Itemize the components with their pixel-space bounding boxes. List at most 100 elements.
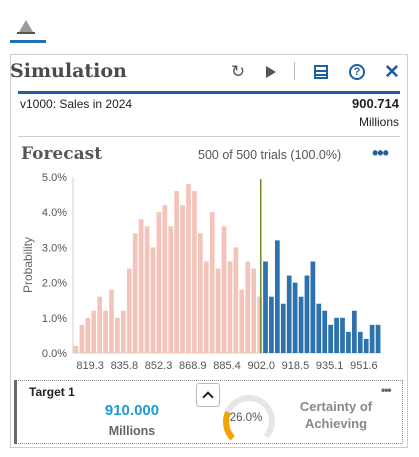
histogram-bar[interactable] [369,324,375,353]
histogram-bar[interactable] [91,310,97,353]
x-tick-label: 868.9 [179,360,207,372]
histogram-bar[interactable] [269,296,274,353]
histogram-bar[interactable] [197,233,203,353]
histogram-bar[interactable] [103,310,108,353]
histogram-bar[interactable] [340,317,345,353]
list-view-box [314,65,328,79]
target-unit: Millions [108,424,156,438]
forecast-histogram: 0.0% 1.0% 2.0% 3.0% 4.0% 5.0% 819.3 835.8 852.3 8… [21,172,381,372]
target-value[interactable]: 910.000 [104,402,160,419]
x-tick-label: 918.5 [282,360,310,372]
histogram-bar[interactable] [245,261,251,353]
histogram-bar[interactable] [351,310,357,353]
simulation-title: Simulation [10,60,127,82]
chart-triangle-base [17,32,35,34]
histogram-bar[interactable] [162,205,168,353]
histogram-bar[interactable] [304,275,310,353]
certainty-percent: 26.0% [229,412,263,424]
x-tick-label: 819.3 [76,360,104,372]
histogram-bar[interactable] [168,226,174,353]
certainty-gauge [223,395,275,441]
histogram-bar[interactable] [239,289,245,353]
header-divider [18,91,400,94]
section-divider [18,136,400,137]
x-tick-label: 935.1 [316,360,344,372]
histogram-bar[interactable] [209,212,215,353]
x-tick-label: 835.8 [111,360,139,372]
histogram-bar[interactable] [292,282,298,353]
histogram-bar[interactable] [186,184,191,353]
y-tick-label: 3.0% [42,242,67,254]
play-triangle [266,66,276,78]
histogram-bar[interactable] [316,303,322,353]
forecast-more-icon[interactable]: ••• [372,143,389,163]
histogram-bar[interactable] [227,261,233,353]
refresh-icon[interactable]: ↻ [230,62,246,81]
list-view-icon[interactable] [311,62,331,82]
histogram-bar[interactable] [274,240,280,353]
help-circle: ? [349,64,365,80]
histogram-bar[interactable] [251,268,257,353]
histogram-bar[interactable] [150,247,156,353]
histogram-bar[interactable] [120,310,126,353]
histogram-bar[interactable] [280,303,286,353]
forecast-unit: Millions [358,115,399,129]
forecast-value: 900.714 [352,96,399,111]
trials-count: 500 of 500 trials (100.0%) [198,148,342,162]
forecast-name: v1000: Sales in 2024 [20,97,133,111]
x-tick-label: 951.6 [350,360,378,372]
target-card-marker [14,380,17,444]
x-tick-label: 902.0 [247,360,275,372]
x-tick-label: 885.4 [213,360,241,372]
certainty-label: Certainty of Achieving [299,399,373,431]
histogram-bar[interactable] [257,296,262,353]
simulation-header: Simulation ↻ ? ✕ [10,60,400,90]
y-tick-label: 5.0% [42,172,67,184]
help-icon[interactable]: ? [347,62,367,82]
histogram-bar[interactable] [286,275,292,353]
histogram-bar[interactable] [138,219,144,353]
histogram-bar[interactable] [233,247,239,353]
y-tick-label: 1.0% [42,313,67,325]
histogram-bar[interactable] [97,296,103,353]
histogram-bar[interactable] [126,268,132,353]
y-tick-label: 0.0% [42,348,67,360]
close-icon[interactable]: ✕ [384,61,400,83]
histogram-bar[interactable] [357,331,363,353]
collapse-button[interactable] [196,383,220,407]
histogram-bar[interactable] [203,261,209,353]
histogram-bar[interactable] [144,226,150,353]
histogram-bar[interactable] [73,345,79,353]
histogram-bar[interactable] [328,324,334,353]
histogram-bar[interactable] [79,324,85,353]
histogram-bar[interactable] [263,261,268,353]
x-tick-label: 852.3 [145,360,173,372]
play-icon[interactable] [261,62,281,82]
histogram-bar[interactable] [85,317,91,353]
histogram-bar[interactable] [192,191,197,353]
active-tab-indicator [10,40,46,43]
histogram-bar[interactable] [363,338,369,353]
target-more-icon[interactable]: ••• [381,383,392,397]
histogram-bar[interactable] [132,233,138,353]
gauge-fill [223,410,235,441]
y-tick-label: 2.0% [42,278,67,290]
histogram-bar[interactable] [334,317,339,353]
toolbar-divider [294,62,295,80]
histogram-bar[interactable] [215,268,221,353]
chart-view-tab[interactable] [10,12,46,43]
chevron-up-icon [202,391,214,403]
y-axis-label: Probability [21,237,35,293]
histogram-bar[interactable] [109,289,114,353]
histogram-bar[interactable] [115,317,120,353]
histogram-bar[interactable] [310,261,316,353]
histogram-bar[interactable] [298,296,304,353]
histogram-bar[interactable] [322,310,328,353]
histogram-bar[interactable] [221,226,227,353]
histogram-bar[interactable] [180,205,185,353]
histogram-bar[interactable] [346,331,351,353]
histogram-bar[interactable] [174,191,180,353]
histogram-bar[interactable] [156,212,162,353]
histogram-bar[interactable] [375,324,381,353]
forecast-title: Forecast [21,144,103,164]
